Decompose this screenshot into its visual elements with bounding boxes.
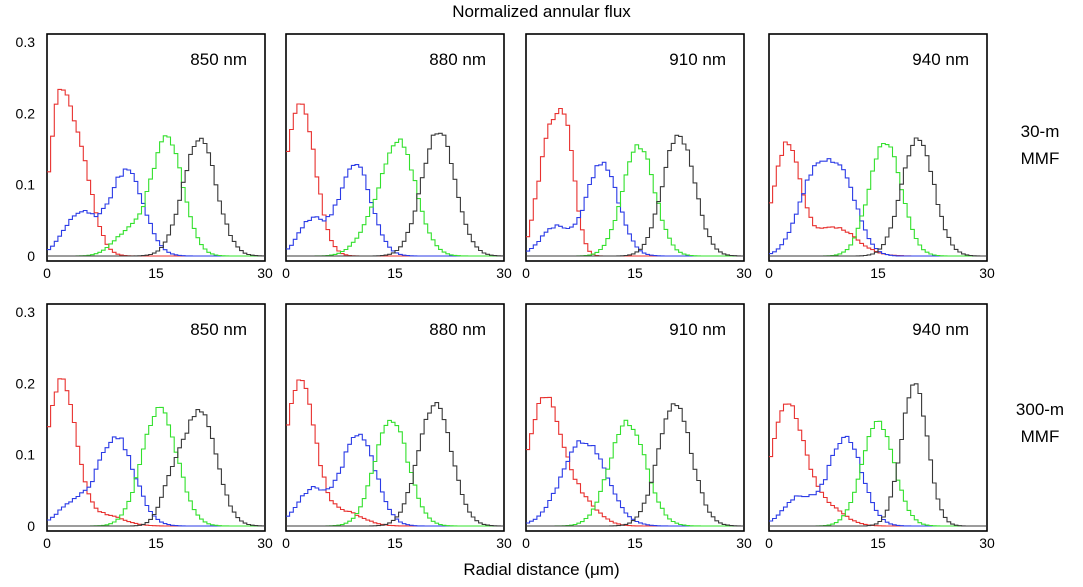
series-line bbox=[47, 436, 265, 527]
series-line bbox=[47, 88, 265, 257]
x-tick-label: 30 bbox=[736, 265, 752, 281]
panel-frame bbox=[46, 33, 266, 262]
panel-label: 910 nm bbox=[669, 50, 726, 69]
series-line bbox=[769, 383, 987, 527]
row-label-300m: 300-m MMF bbox=[1015, 400, 1065, 446]
x-tick-label: 30 bbox=[736, 535, 752, 551]
x-tick-label: 0 bbox=[765, 535, 773, 551]
x-tick-label: 30 bbox=[257, 265, 273, 281]
x-tick-label: 0 bbox=[765, 265, 773, 281]
x-tick-label: 30 bbox=[496, 265, 512, 281]
y-tick-label: 0.3 bbox=[16, 34, 36, 50]
panel-label: 850 nm bbox=[190, 320, 247, 339]
x-tick-label: 15 bbox=[870, 535, 886, 551]
series-line bbox=[286, 132, 504, 257]
series-line bbox=[286, 433, 504, 527]
x-tick-label: 30 bbox=[257, 535, 273, 551]
y-tick-label: 0 bbox=[27, 248, 35, 264]
series-line bbox=[47, 135, 265, 257]
panel-frame bbox=[285, 33, 505, 262]
x-tick-label: 15 bbox=[387, 535, 403, 551]
series-line bbox=[286, 402, 504, 527]
x-tick-label: 0 bbox=[282, 265, 290, 281]
x-tick-label: 15 bbox=[148, 535, 164, 551]
series-line bbox=[769, 403, 987, 527]
y-tick-label: 0.2 bbox=[16, 105, 36, 121]
series-line bbox=[769, 158, 987, 257]
series-line bbox=[526, 440, 744, 527]
panel-frame bbox=[525, 303, 745, 532]
series-line bbox=[47, 409, 265, 527]
panel-frame bbox=[768, 33, 988, 262]
y-tick-label: 0.3 bbox=[16, 304, 36, 320]
x-tick-label: 15 bbox=[627, 535, 643, 551]
figure-title: Normalized annular flux bbox=[452, 2, 631, 21]
series-line bbox=[286, 138, 504, 257]
series-line bbox=[769, 137, 987, 257]
series-line bbox=[526, 134, 744, 257]
series-line bbox=[286, 103, 504, 257]
panel-label: 910 nm bbox=[669, 320, 726, 339]
series-line bbox=[526, 161, 744, 257]
series-line bbox=[47, 378, 265, 527]
x-tick-label: 0 bbox=[282, 535, 290, 551]
series-line bbox=[286, 379, 504, 527]
series-line bbox=[286, 164, 504, 257]
row-label-30m: 30-m MMF bbox=[1020, 122, 1060, 168]
series-line bbox=[769, 435, 987, 527]
x-tick-label: 0 bbox=[522, 535, 530, 551]
panel-label: 880 nm bbox=[429, 320, 486, 339]
x-tick-label: 15 bbox=[148, 265, 164, 281]
series-line bbox=[286, 419, 504, 527]
panel-frame bbox=[525, 33, 745, 262]
series-line bbox=[47, 168, 265, 257]
x-tick-label: 30 bbox=[496, 535, 512, 551]
y-tick-label: 0 bbox=[27, 518, 35, 534]
series-line bbox=[526, 419, 744, 527]
panel-label: 850 nm bbox=[190, 50, 247, 69]
panel-label: 940 nm bbox=[912, 50, 969, 69]
x-tick-label: 15 bbox=[387, 265, 403, 281]
panel-label: 940 nm bbox=[912, 320, 969, 339]
series-line bbox=[526, 107, 744, 257]
series-line bbox=[526, 396, 744, 527]
x-tick-label: 0 bbox=[43, 265, 51, 281]
y-tick-label: 0.2 bbox=[16, 375, 36, 391]
series-line bbox=[526, 403, 744, 527]
panel-frame bbox=[768, 303, 988, 532]
panel-frame bbox=[285, 303, 505, 532]
panel-frame bbox=[46, 303, 266, 532]
y-tick-label: 0.1 bbox=[16, 177, 36, 193]
panel-label: 880 nm bbox=[429, 50, 486, 69]
x-tick-label: 30 bbox=[979, 535, 995, 551]
y-tick-label: 0.1 bbox=[16, 447, 36, 463]
series-line bbox=[47, 137, 265, 257]
x-tick-label: 0 bbox=[522, 265, 530, 281]
x-axis-label: Radial distance (μm) bbox=[463, 560, 620, 579]
x-tick-label: 0 bbox=[43, 535, 51, 551]
x-tick-label: 30 bbox=[979, 265, 995, 281]
x-tick-label: 15 bbox=[870, 265, 886, 281]
x-tick-label: 15 bbox=[627, 265, 643, 281]
